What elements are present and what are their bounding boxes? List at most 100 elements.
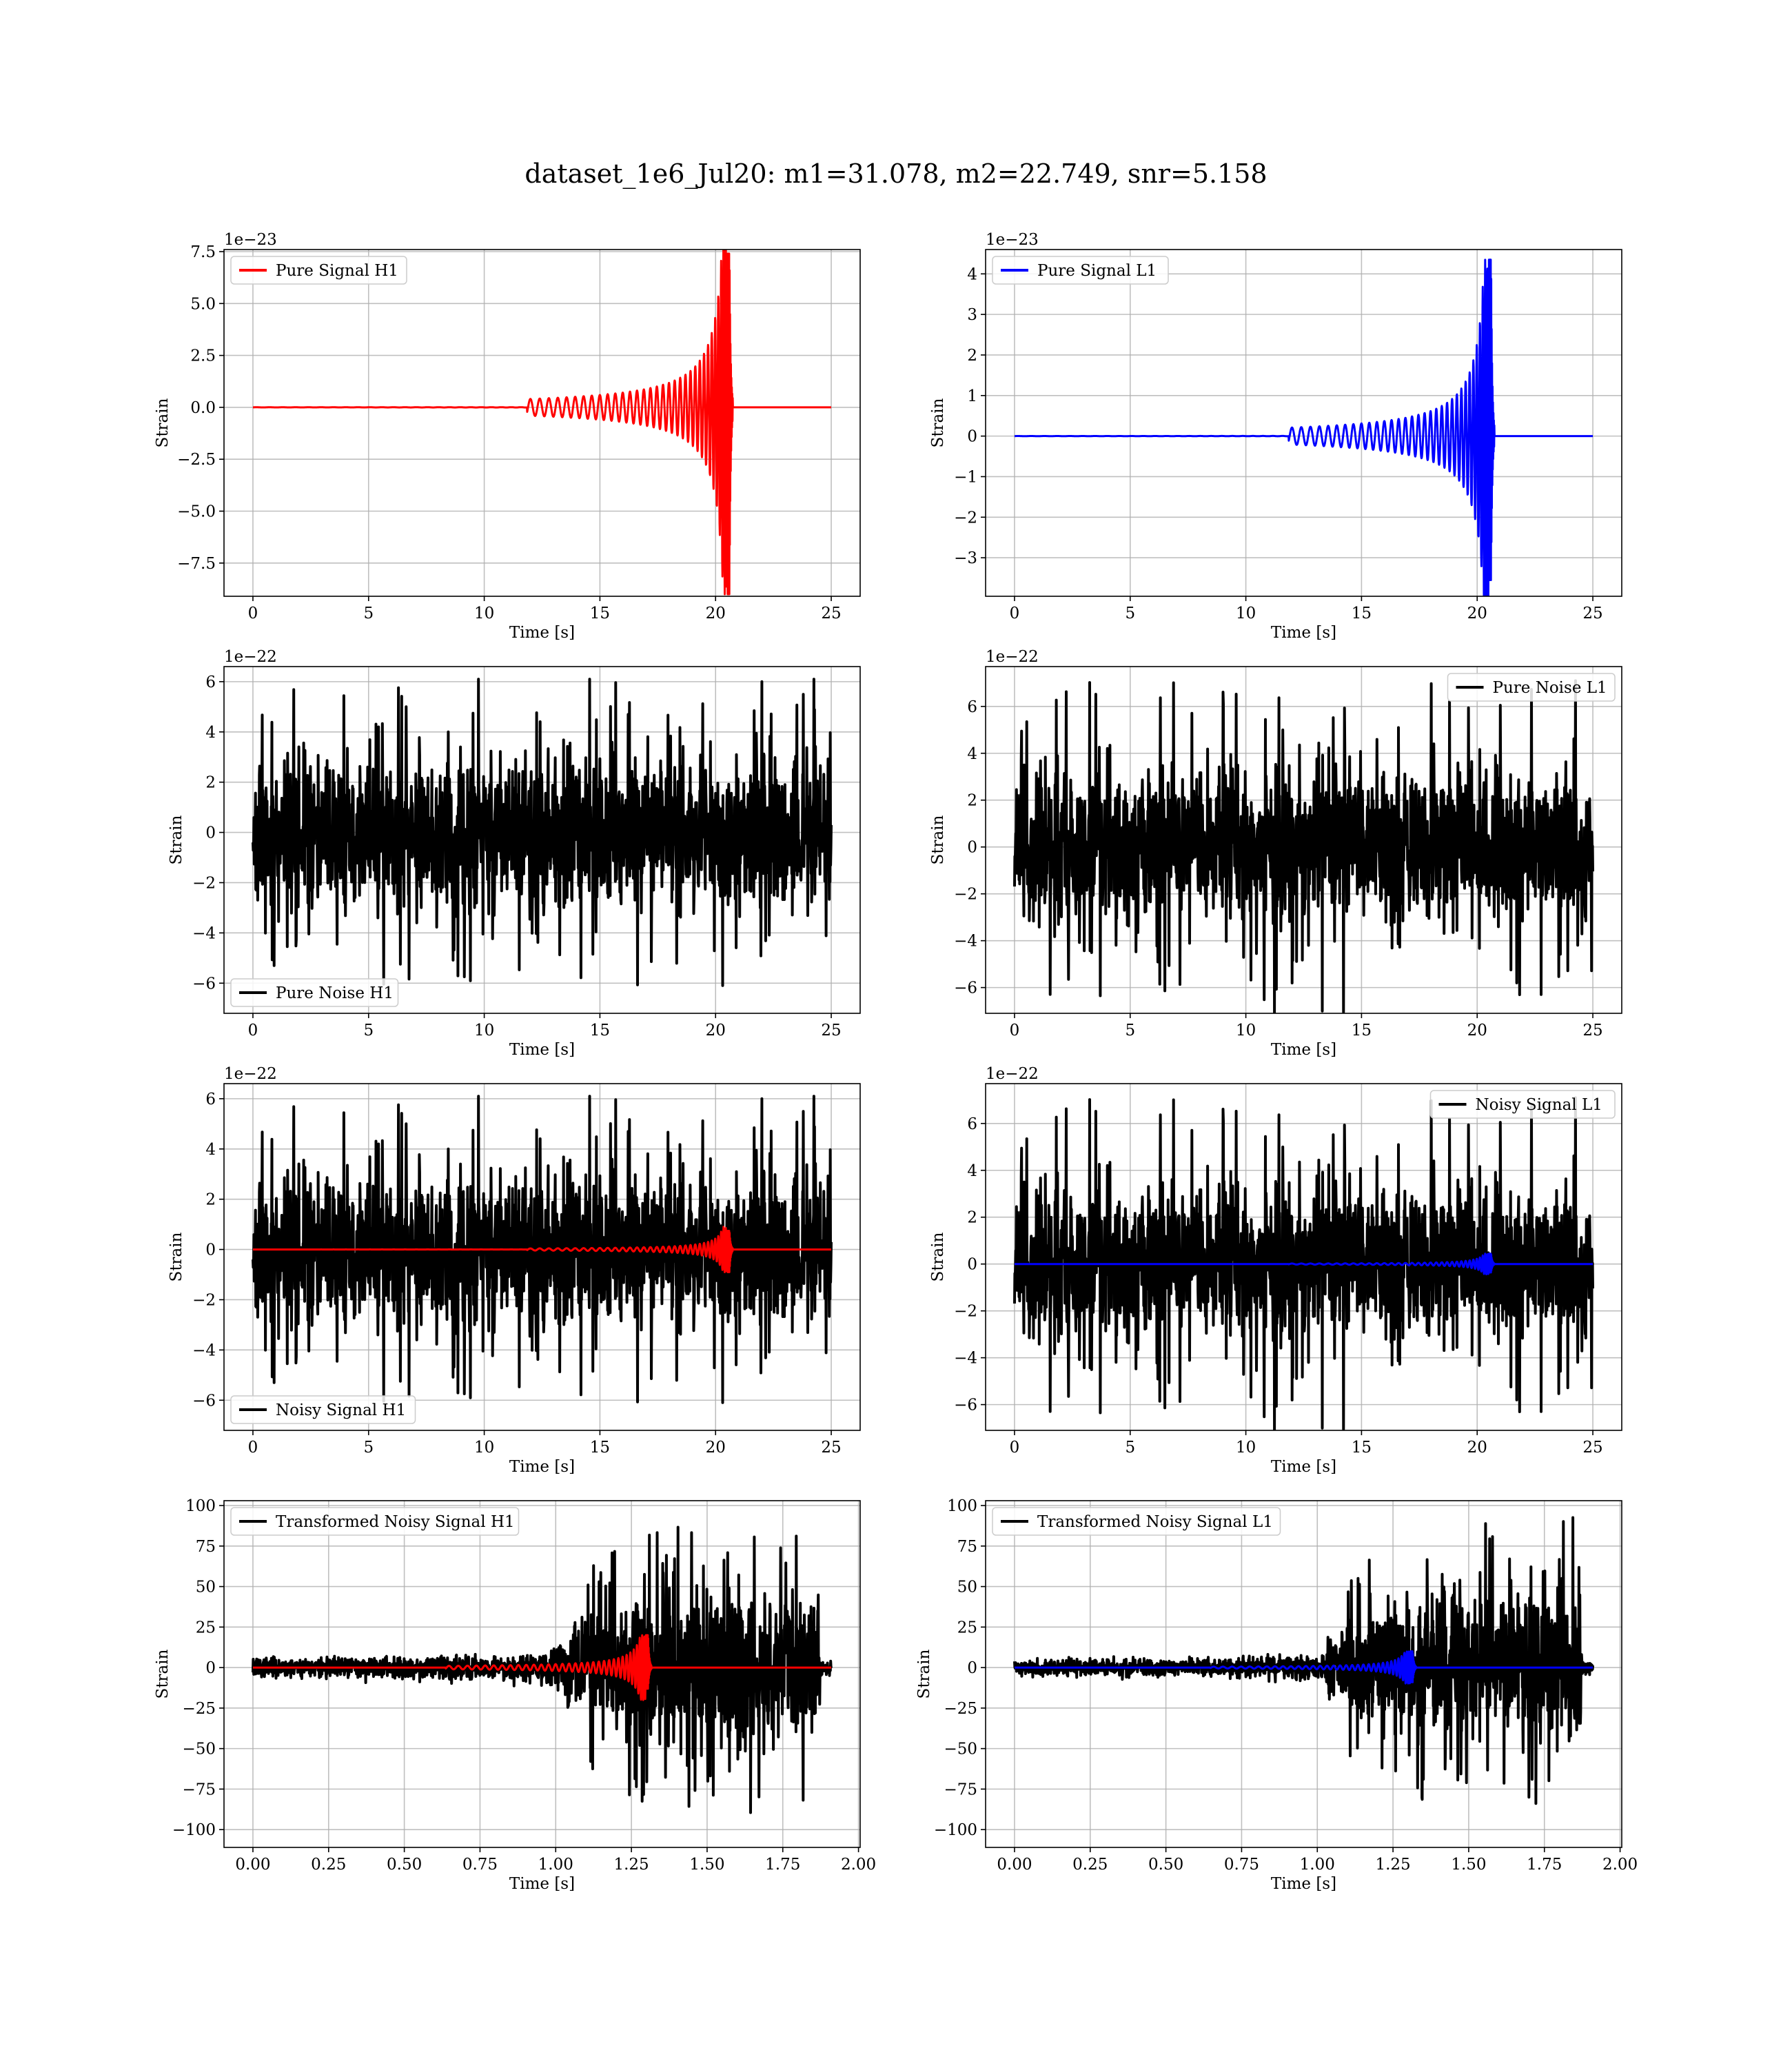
series-group — [252, 1095, 833, 1404]
chart-panel: 0 5 10 15 20 25 −3 −2 −1 0 1 2 3 4 1e−23 Time [s] Strain… — [929, 231, 1622, 642]
y-tick-label: 100 — [947, 1497, 977, 1515]
y-tick-label: −100 — [172, 1821, 216, 1839]
legend-box — [992, 256, 1169, 285]
y-axis-label: Strain — [929, 815, 947, 864]
series-line — [252, 678, 833, 987]
series-line — [252, 1525, 833, 1814]
x-axis-label: Time [s] — [1271, 624, 1336, 642]
axis-multiplier: 1e−23 — [986, 231, 1039, 249]
x-tick-label: 25 — [821, 1439, 841, 1457]
x-tick-label: 0.50 — [387, 1856, 422, 1874]
y-tick-label: 50 — [196, 1579, 216, 1596]
y-tick-label: 4 — [205, 724, 216, 742]
y-tick-label: 0 — [967, 1256, 977, 1274]
x-tick-label: 5 — [1125, 1022, 1135, 1040]
y-tick-label: −7.5 — [177, 555, 216, 573]
legend-label: Transformed Noisy Signal H1 — [276, 1513, 515, 1531]
series-line — [1013, 679, 1594, 1013]
y-tick-label: −2.5 — [177, 451, 216, 469]
x-tick-label: 10 — [474, 605, 494, 622]
y-tick-label: 0 — [205, 1659, 216, 1677]
y-tick-label: −4 — [192, 1341, 216, 1359]
series-group — [252, 250, 833, 596]
y-tick-label: −25 — [182, 1700, 216, 1718]
x-tick-label: 10 — [1236, 1022, 1256, 1040]
y-tick-label: 0 — [967, 1659, 977, 1677]
legend-box — [230, 978, 399, 1007]
y-tick-label: 50 — [957, 1579, 977, 1596]
y-tick-label: −4 — [954, 1350, 977, 1368]
chart-panel: 0 5 10 15 20 25 −6 −4 −2 0 2 4 6 1e−22 Time [s] Strain P… — [929, 648, 1622, 1059]
legend-label: Pure Signal H1 — [276, 262, 398, 280]
y-tick-label: −5.0 — [177, 503, 216, 521]
y-axis-label: Strain — [167, 815, 185, 864]
x-tick-label: 1.25 — [1375, 1856, 1410, 1874]
y-tick-label: −2 — [954, 1303, 977, 1321]
x-tick-label: 1.00 — [538, 1856, 573, 1874]
x-tick-label: 0.00 — [235, 1856, 270, 1874]
y-tick-label: −2 — [954, 509, 977, 527]
plot-area — [224, 250, 860, 596]
plot-area — [986, 250, 1622, 596]
y-tick-label: −6 — [192, 975, 216, 993]
x-tick-label: 20 — [1467, 605, 1487, 622]
x-axis-label: Time [s] — [509, 1875, 575, 1893]
x-tick-label: 20 — [1467, 1022, 1487, 1040]
x-tick-label: 1.00 — [1300, 1856, 1335, 1874]
x-tick-label: 1.75 — [1527, 1856, 1562, 1874]
x-tick-label: 0.75 — [462, 1856, 498, 1874]
x-axis-label: Time [s] — [509, 1041, 575, 1059]
chart-panel: 0 5 10 15 20 25 −7.5 −5.0 −2.5 0.0 2.5 5.0 7.5 1e−23 T… — [154, 231, 861, 642]
x-tick-label: 20 — [1467, 1439, 1487, 1457]
axes-frame — [985, 666, 1622, 1014]
chart-panel: 0 5 10 15 20 25 −6 −4 −2 0 2 4 6 1e−22 Time [s] Strain N… — [167, 1065, 861, 1476]
x-tick-label: 5 — [363, 1439, 374, 1457]
legend-label: Noisy Signal H1 — [276, 1401, 406, 1419]
x-tick-label: 0 — [1010, 1022, 1020, 1040]
series-line — [252, 1226, 833, 1273]
x-tick-label: 10 — [1236, 605, 1256, 622]
y-tick-label: 2 — [205, 1191, 216, 1209]
y-tick-label: 6 — [967, 698, 977, 716]
x-tick-label: 25 — [1582, 1439, 1602, 1457]
y-tick-label: −4 — [192, 924, 216, 942]
x-tick-label: 1.25 — [613, 1856, 649, 1874]
x-tick-label: 1.50 — [689, 1856, 724, 1874]
series-line — [252, 1634, 833, 1701]
x-tick-label: 25 — [1582, 605, 1602, 622]
x-tick-label: 5 — [1125, 1439, 1135, 1457]
legend-box — [1429, 1090, 1616, 1119]
legend-box — [230, 1395, 416, 1424]
y-tick-label: −1 — [954, 468, 977, 486]
axis-multiplier: 1e−22 — [986, 1065, 1039, 1083]
series-group — [1013, 258, 1594, 596]
x-axis-label: Time [s] — [1271, 1041, 1336, 1059]
y-tick-label: 75 — [957, 1538, 977, 1556]
x-tick-label: 5 — [363, 1022, 374, 1040]
x-tick-label: 0.75 — [1224, 1856, 1259, 1874]
y-tick-label: −75 — [182, 1781, 216, 1798]
axis-multiplier: 1e−23 — [224, 231, 277, 249]
x-tick-label: 25 — [821, 605, 841, 622]
legend: Transformed Noisy Signal H1 — [230, 1507, 520, 1536]
y-tick-label: 0 — [205, 824, 216, 842]
y-tick-label: 0 — [967, 839, 977, 857]
x-tick-label: 15 — [590, 1439, 610, 1457]
chart-panel: 0 5 10 15 20 25 −6 −4 −2 0 2 4 6 1e−22 Time [s] Strain P… — [167, 648, 861, 1059]
axis-multiplier: 1e−22 — [224, 648, 277, 666]
y-tick-label: −75 — [944, 1781, 977, 1798]
x-tick-label: 5 — [363, 605, 374, 622]
y-tick-label: −2 — [192, 874, 216, 892]
y-tick-label: −6 — [954, 980, 977, 997]
axes-frame — [223, 1500, 861, 1848]
legend-box — [230, 1507, 520, 1536]
x-tick-label: 15 — [1352, 1439, 1372, 1457]
y-tick-label: −25 — [944, 1700, 977, 1718]
legend-label: Noisy Signal L1 — [1476, 1096, 1602, 1114]
y-tick-label: 0.0 — [190, 399, 216, 417]
y-tick-label: 2 — [205, 774, 216, 792]
y-tick-label: 4 — [967, 1162, 977, 1180]
series-line — [1013, 258, 1594, 596]
y-tick-label: 4 — [967, 265, 977, 283]
legend-box — [1447, 673, 1616, 702]
